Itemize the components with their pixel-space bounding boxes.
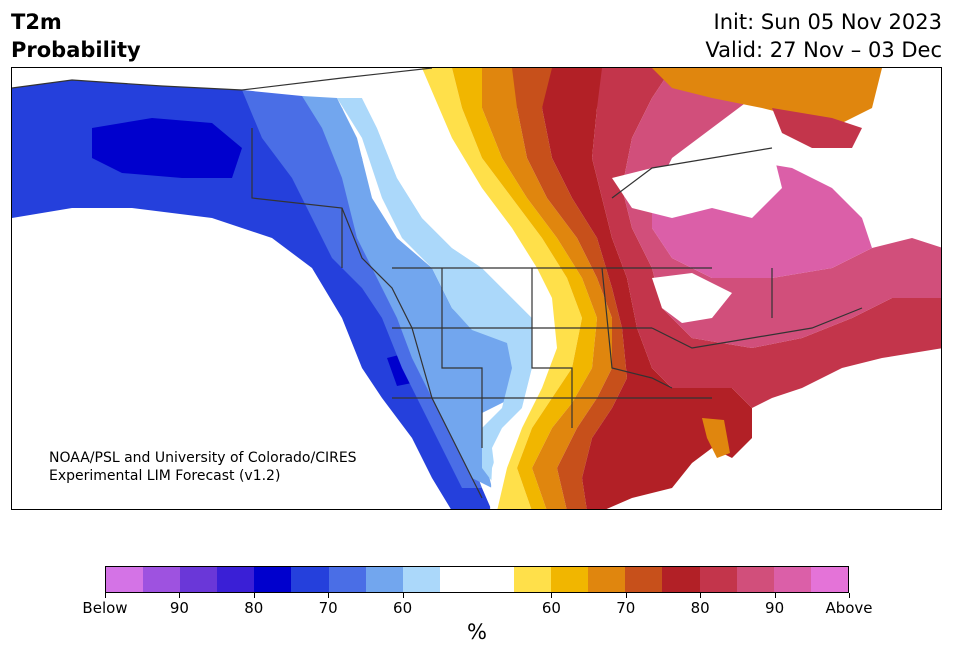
region-ne-red	[772, 108, 862, 148]
region-yellow	[422, 68, 582, 509]
region-rust	[512, 68, 627, 509]
init-date: Init: Sun 05 Nov 2023	[713, 10, 942, 34]
colorbar-tick	[551, 593, 553, 598]
colorbar-segment	[439, 567, 477, 592]
forecast-dates: Init: Sun 05 Nov 2023 Valid: 27 Nov – 03…	[705, 8, 942, 64]
colorbar-tick-label: 80	[244, 599, 264, 617]
credit-line-2: Experimental LIM Forecast (v1.2)	[49, 468, 281, 484]
region-red	[542, 68, 752, 509]
colorbar-segment	[662, 567, 700, 592]
colorbar-tick-label: Below	[82, 599, 128, 617]
region-neutral	[362, 93, 557, 509]
map-title: T2m Probability	[11, 8, 141, 64]
probability-map	[12, 68, 941, 509]
colorbar-segment	[365, 567, 403, 592]
region-blue-deep	[92, 118, 242, 178]
colorbar-segment	[402, 567, 440, 592]
region-blue-dark	[12, 80, 492, 509]
colorbar-tick	[328, 593, 330, 598]
colorbar-tick	[253, 593, 255, 598]
colorbar-tick	[774, 593, 776, 598]
colorbar-segment	[514, 567, 552, 592]
colorbar-tick-label: Above	[825, 599, 873, 617]
colorbar-tick-label: 70	[616, 599, 636, 617]
colorbar-segment	[699, 567, 737, 592]
colorbar-tick-label: 90	[169, 599, 189, 617]
colorbar-tick	[849, 593, 850, 598]
colorbar-segment	[291, 567, 329, 592]
colorbar	[105, 566, 849, 593]
colorbar-segment	[254, 567, 292, 592]
colorbar-tick-label: 90	[765, 599, 785, 617]
region-blue-med	[242, 90, 482, 488]
hudson-bay	[612, 148, 782, 218]
colorbar-tick	[179, 593, 181, 598]
region-florida	[702, 418, 730, 458]
region-orange	[482, 68, 612, 509]
colorbar-tick	[402, 593, 404, 598]
colorbar-segment	[328, 567, 366, 592]
valid-range: Valid: 27 Nov – 03 Dec	[705, 38, 942, 62]
colorbar-segment	[217, 567, 255, 592]
colorbar-segment	[810, 567, 848, 592]
region-gold	[452, 68, 597, 509]
colorbar-tick	[105, 593, 106, 598]
great-lakes	[652, 273, 732, 323]
title-type: Probability	[11, 38, 141, 62]
colorbar-tick-label: 60	[541, 599, 561, 617]
border-lines	[12, 68, 863, 499]
colorbar-segment	[625, 567, 663, 592]
colorbar-segment	[736, 567, 774, 592]
map-panel	[11, 67, 942, 510]
colorbar-segment	[106, 567, 144, 592]
colorbar-unit: %	[467, 620, 487, 644]
colorbar-segment	[773, 567, 811, 592]
credit-line-1: NOAA/PSL and University of Colorado/CIRE…	[49, 450, 357, 466]
region-blue-light	[302, 96, 517, 488]
credit-text: NOAA/PSL and University of Colorado/CIRE…	[49, 449, 357, 485]
colorbar-tick-label: 80	[690, 599, 710, 617]
colorbar-segment	[588, 567, 626, 592]
colorbar-tick-label: 70	[318, 599, 338, 617]
region-blue-pale	[337, 98, 532, 488]
title-variable: T2m	[11, 10, 62, 34]
colorbar-segment	[476, 567, 515, 592]
colorbar-segment	[180, 567, 218, 592]
colorbar-tick	[700, 593, 702, 598]
region-ne-orange	[652, 68, 882, 128]
colorbar-segment	[143, 567, 181, 592]
colorbar-tick-label: 60	[393, 599, 413, 617]
colorbar-tick	[625, 593, 627, 598]
region-crimson	[592, 68, 941, 408]
colorbar-segment	[551, 567, 589, 592]
